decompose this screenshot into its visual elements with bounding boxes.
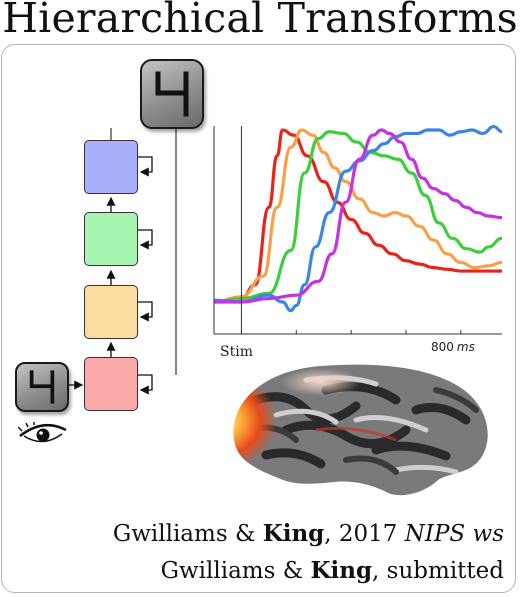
citation-1: Gwilliams & King, 2017 NIPS ws — [112, 520, 504, 547]
series-line-4 — [213, 124, 503, 313]
digit-glyph — [29, 370, 55, 404]
network-layer-2 — [84, 285, 138, 339]
activation-timecourse-chart — [213, 124, 503, 335]
citation-2: Gwilliams & King, submitted — [160, 557, 504, 584]
network-layer-1 — [84, 357, 138, 411]
recurrent-loop — [138, 229, 153, 250]
input-digit-tile — [15, 362, 69, 412]
digit-glyph — [155, 71, 189, 117]
series-line-5 — [214, 128, 503, 304]
network-layer-3 — [84, 212, 138, 266]
series-line-3 — [213, 130, 503, 304]
recurrent-loop — [138, 156, 153, 177]
output-digit-tile — [140, 59, 204, 129]
x-tick-label-stim: Stim — [220, 344, 253, 360]
network-layer-4 — [84, 140, 138, 194]
slide-title: Hierarchical Transforms — [2, 0, 518, 42]
eye-icon — [18, 422, 67, 443]
x-tick-label-end: 800 ms — [431, 340, 475, 354]
series-line-2 — [213, 128, 503, 304]
series-line-1 — [213, 128, 502, 304]
recurrent-loop — [138, 374, 153, 395]
brain-activation-map — [233, 364, 488, 496]
recurrent-loop — [138, 301, 153, 322]
